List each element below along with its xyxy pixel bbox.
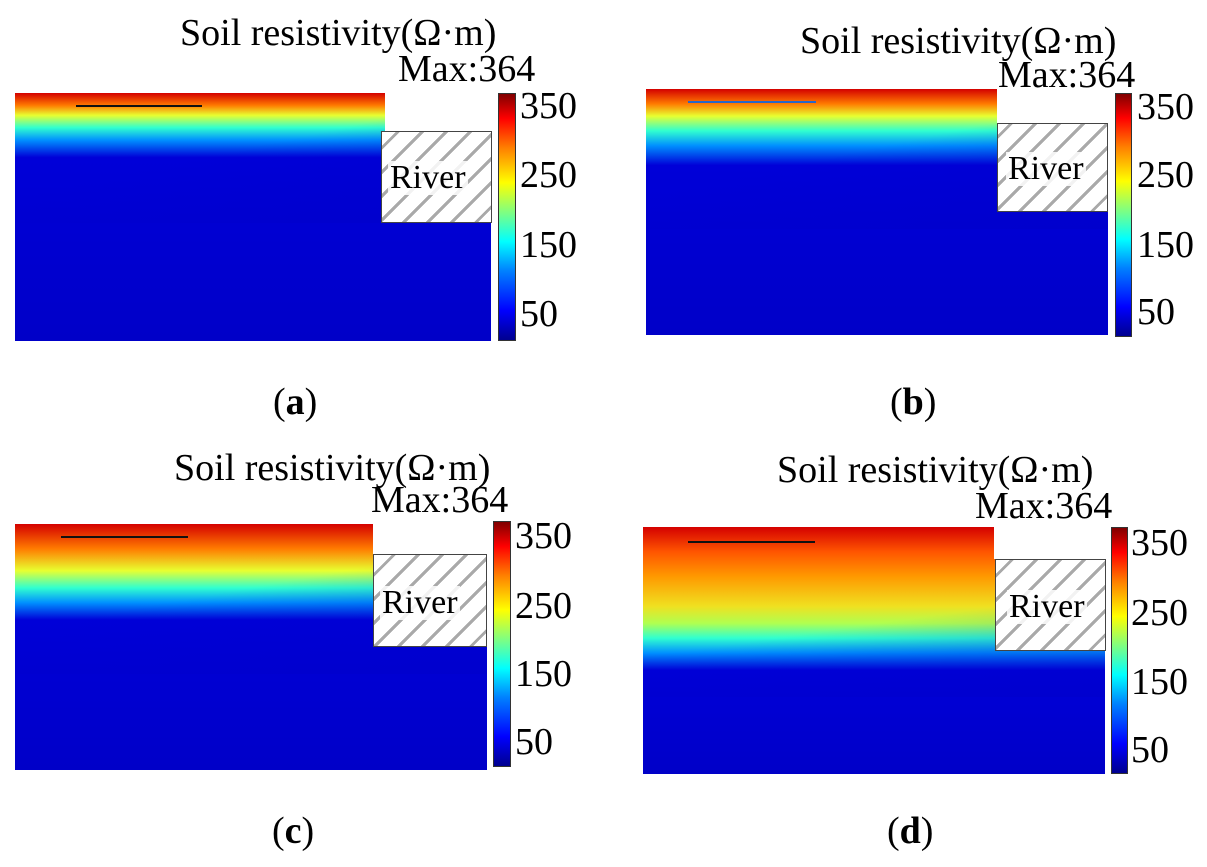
grounding-conductor (688, 541, 815, 543)
colorbar-tick-150: 150 (1137, 224, 1194, 266)
grounding-conductor (76, 105, 202, 107)
colorbar-tick-350: 350 (1131, 522, 1188, 564)
colorbar-tick-350: 350 (515, 515, 572, 557)
colorbar (1111, 527, 1128, 774)
colorbar-tick-150: 150 (515, 653, 572, 695)
chart-title: Soil resistivity(Ω·m) (174, 447, 491, 489)
colorbar-tick-50: 50 (1131, 729, 1169, 771)
colorbar (498, 93, 516, 341)
max-label: Max:364 (371, 479, 509, 521)
colorbar (1115, 93, 1132, 337)
colorbar-tick-50: 50 (520, 293, 558, 335)
chart-title: Soil resistivity(Ω·m) (800, 20, 1117, 62)
panel-caption-letter: b (902, 381, 924, 423)
colorbar-tick-250: 250 (1137, 154, 1194, 196)
colorbar-tick-350: 350 (1137, 86, 1194, 128)
max-label: Max:364 (975, 485, 1113, 527)
river-label: River (1007, 588, 1087, 625)
chart-title: Soil resistivity(Ω·m) (180, 12, 497, 54)
max-label: Max:364 (398, 48, 536, 90)
panel-caption-letter: d (899, 810, 921, 852)
colorbar-tick-250: 250 (1131, 592, 1188, 634)
river-label: River (380, 584, 460, 621)
river-label: River (1006, 150, 1086, 187)
river-label: River (388, 159, 468, 196)
panel-caption: (d) (887, 810, 934, 852)
panel-caption-letter: c (284, 810, 302, 852)
panel-caption-letter: a (285, 381, 305, 423)
panel-caption: (b) (890, 381, 937, 423)
grounding-conductor (688, 101, 816, 103)
colorbar-tick-350: 350 (520, 85, 577, 127)
colorbar-tick-150: 150 (520, 224, 577, 266)
colorbar-tick-50: 50 (1137, 291, 1175, 333)
colorbar-tick-50: 50 (515, 721, 553, 763)
colorbar-tick-250: 250 (520, 154, 577, 196)
colorbar-tick-250: 250 (515, 585, 572, 627)
colorbar-tick-150: 150 (1131, 661, 1188, 703)
panel-caption: (a) (273, 381, 318, 423)
max-label: Max:364 (998, 54, 1136, 96)
panel-caption: (c) (272, 810, 315, 852)
chart-title: Soil resistivity(Ω·m) (777, 449, 1094, 491)
grounding-conductor (61, 536, 188, 538)
colorbar (493, 521, 511, 767)
